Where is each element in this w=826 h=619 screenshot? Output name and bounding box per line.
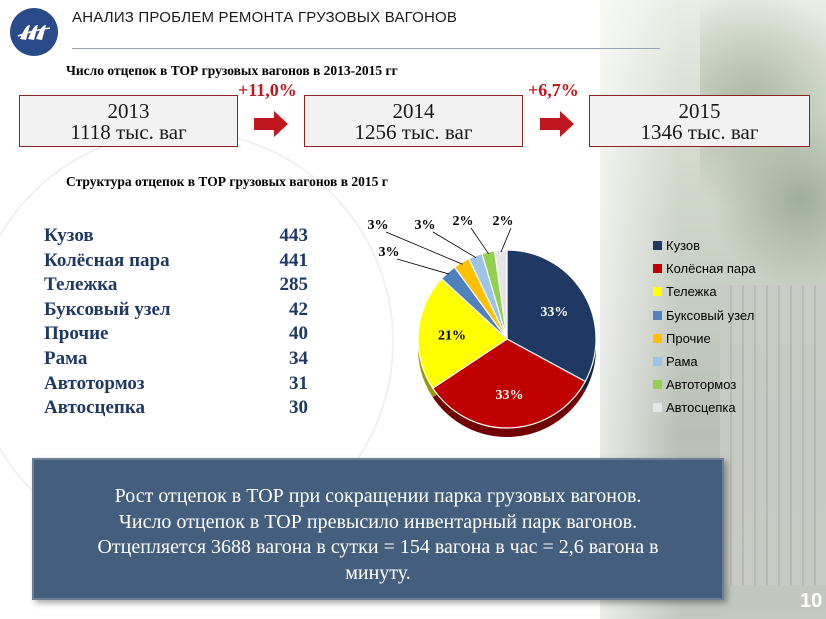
section-title-yearly: Число отцепок в ТОР грузовых вагонов в 2… <box>66 63 398 78</box>
pie-label-1: 33% <box>495 388 523 403</box>
item-value: 40 <box>289 323 308 345</box>
legend-swatch <box>653 403 662 413</box>
item-value: 443 <box>279 225 309 246</box>
item-name: Рама <box>44 347 88 369</box>
item-name: Кузов <box>44 225 94 246</box>
year-value: 1256 тыс. ваг <box>354 120 473 144</box>
legend-swatch <box>653 310 662 320</box>
year-value: 1118 тыс. ваг <box>70 120 187 144</box>
legend-swatch <box>653 264 662 274</box>
legend-swatch <box>653 241 662 251</box>
pie-label-5: 3% <box>415 218 436 233</box>
list-item: Буксовый узел 42 <box>44 298 308 323</box>
arrow-right-icon <box>540 111 574 137</box>
arrow-right-icon <box>254 111 288 137</box>
pie-leader-5 <box>432 231 477 259</box>
item-name: Тележка <box>44 274 118 296</box>
list-item: Автосцепка 30 <box>44 396 308 421</box>
page-title: АНАЛИЗ ПРОБЛЕМ РЕМОНТА ГРУЗОВЫХ ВАГОНОВ <box>72 9 458 26</box>
pie-label-3: 3% <box>379 245 400 260</box>
legend-label: Автосцепка <box>666 400 736 416</box>
section-title-structure: Структура отцепок в ТОР грузовых вагонов… <box>66 174 388 189</box>
list-item: Тележка 285 <box>44 273 308 298</box>
logo-mark <box>17 24 51 40</box>
year-value: 1346 тыс. ваг <box>640 120 759 144</box>
year-box-2015: 2015 1346 тыс. ваг <box>589 95 810 147</box>
pie-leader-3 <box>396 258 450 275</box>
pie-label-7: 2% <box>493 214 514 229</box>
list-item: Кузов 443 <box>44 224 308 249</box>
item-value: 441 <box>279 249 309 271</box>
legend-label: Колёсная пара <box>666 261 756 277</box>
item-value: 42 <box>289 298 308 320</box>
pie-slice-1 <box>432 338 587 429</box>
legend-item: Тележка <box>653 280 756 303</box>
pie-label-6: 2% <box>453 214 474 229</box>
year-label: 2015 <box>678 99 721 123</box>
background-trees <box>700 0 826 330</box>
legend-item: Автотормоз <box>653 373 756 396</box>
item-name: Автотормоз <box>44 372 145 394</box>
pie-slice-7 <box>493 249 508 340</box>
item-name: Колёсная пара <box>44 249 170 271</box>
legend-label: Кузов <box>666 238 701 254</box>
legend-item: Автосцепка <box>653 396 756 419</box>
legend-item: Рама <box>653 350 756 373</box>
callout-line: Рост отцепок в ТОР при сокращении парка … <box>114 485 642 507</box>
year-box-2014: 2014 1256 тыс. ваг <box>304 95 523 147</box>
legend-swatch <box>653 333 662 343</box>
year-label: 2014 <box>392 99 435 123</box>
item-value: 34 <box>289 347 308 369</box>
pie-chart: 33% 33% 21% 3% 3% 3% 2% 2% <box>368 214 597 437</box>
legend-label: Рама <box>666 354 698 370</box>
pie-label-2: 21% <box>438 329 466 344</box>
item-name: Автосцепка <box>44 397 146 419</box>
item-value: 30 <box>289 397 308 419</box>
list-item: Рама 34 <box>44 347 308 372</box>
item-value: 31 <box>289 372 308 394</box>
growth-2015: +6,7% <box>528 80 579 100</box>
growth-2014: +11,0% <box>238 80 297 100</box>
pie-label-0: 33% <box>540 305 568 320</box>
list-item: Колёсная пара 441 <box>44 249 308 274</box>
legend-label: Буксовый узел <box>666 307 755 323</box>
page-number: 10 <box>800 590 823 612</box>
company-logo <box>10 8 58 56</box>
items-list: Кузов 443 Колёсная пара 441 Тележка 285 Бук… <box>44 224 308 421</box>
summary-callout: Рост отцепок в ТОР при сокращении парка … <box>32 458 724 600</box>
legend-item: Буксовый узел <box>653 304 756 327</box>
item-name: Прочие <box>44 323 109 345</box>
chart-legend: Кузов Колёсная пара Тележка Буксовый узел Пр… <box>653 234 756 420</box>
item-name: Буксовый узел <box>44 298 171 320</box>
year-box-2013: 2013 1118 тыс. ваг <box>19 95 238 147</box>
legend-label: Автотормоз <box>666 377 737 393</box>
pie-slice-0 <box>506 249 597 383</box>
legend-swatch <box>653 357 662 367</box>
callout-line: Число отцепок в ТОР превысило инвентарны… <box>118 510 638 533</box>
pie-leader-6 <box>470 227 489 255</box>
list-item: Автотормоз 31 <box>44 372 308 397</box>
legend-swatch <box>653 287 662 297</box>
item-value: 285 <box>279 274 309 296</box>
year-label: 2013 <box>107 99 150 123</box>
callout-line: минуту. <box>345 561 411 584</box>
legend-label: Тележка <box>666 284 717 300</box>
header-divider <box>72 48 660 49</box>
list-item: Прочие 40 <box>44 322 308 347</box>
pie-label-4: 3% <box>368 218 389 233</box>
legend-item: Кузов <box>653 234 756 257</box>
pie-slice-2 <box>417 277 508 390</box>
legend-label: Прочие <box>666 330 711 346</box>
pie-leader-7 <box>500 227 512 253</box>
callout-line: Отцепляется 3688 вагона в сутки = 154 ва… <box>97 536 659 558</box>
legend-item: Прочие <box>653 327 756 350</box>
pie-leader-4 <box>385 231 463 265</box>
legend-item: Колёсная пара <box>653 257 756 280</box>
legend-swatch <box>653 380 662 390</box>
background-wagon <box>720 285 826 585</box>
